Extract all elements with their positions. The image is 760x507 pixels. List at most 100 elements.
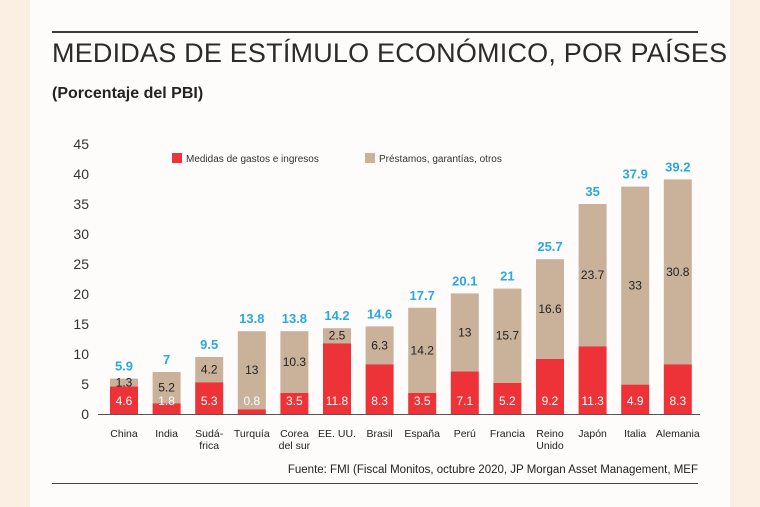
bar-gastos <box>536 358 564 414</box>
gastos-value-label: 3.5 <box>286 394 303 408</box>
gastos-value-label: 7.1 <box>456 394 473 408</box>
bar-gastos <box>578 346 607 414</box>
bar-prestamos <box>621 186 650 385</box>
legend-label-prestamos: Préstamos, garantías, otros <box>379 154 502 165</box>
x-category-label: Reino <box>536 428 564 440</box>
prestamos-value-label: 2.5 <box>329 329 346 343</box>
y-tick-label: 25 <box>73 256 89 272</box>
y-tick-label: 35 <box>73 196 89 212</box>
bar-prestamos <box>450 293 479 372</box>
legend-swatch-gastos <box>172 153 182 163</box>
x-category-label: India <box>155 428 178 440</box>
prestamos-value-label: 30.8 <box>666 265 690 279</box>
y-tick-label: 20 <box>73 286 89 302</box>
x-category-label: Alemania <box>656 428 700 440</box>
x-category-label: España <box>404 428 440 440</box>
x-category-label: Francia <box>490 428 525 440</box>
bar-gastos <box>152 403 181 414</box>
bar-gastos <box>280 393 309 414</box>
prestamos-value-label: 5.2 <box>158 381 175 395</box>
total-value-label: 35 <box>585 184 599 199</box>
bar-gastos <box>621 384 650 414</box>
x-category-label: frica <box>199 440 219 452</box>
total-value-label: 37.9 <box>623 167 648 182</box>
total-value-label: 14.6 <box>367 306 392 321</box>
gastos-value-label: 11.8 <box>326 394 349 408</box>
chart-title: MEDIDAS DE ESTÍMULO ECONÓMICO, POR PAÍSE… <box>52 38 728 68</box>
bar-prestamos <box>280 331 309 393</box>
x-category-label: Brasil <box>366 428 392 440</box>
prestamos-value-label: 33 <box>629 279 643 293</box>
legend-swatch-prestamos <box>365 153 375 163</box>
y-tick-label: 5 <box>81 376 89 392</box>
bar-prestamos <box>365 326 394 365</box>
x-category-label: Sudá- <box>195 428 224 440</box>
prestamos-value-label: 13 <box>458 325 472 339</box>
gastos-value-label: 1.8 <box>158 394 175 408</box>
x-category-label: Italia <box>624 428 646 440</box>
prestamos-value-label: 13 <box>245 363 259 377</box>
x-category-label: del sur <box>279 440 311 452</box>
prestamos-value-label: 15.7 <box>496 329 520 343</box>
bar-gastos <box>195 382 224 414</box>
bar-gastos <box>663 364 692 414</box>
gastos-value-label: 8.3 <box>669 394 686 408</box>
total-value-label: 13.8 <box>282 311 307 326</box>
bar-gastos <box>408 393 437 414</box>
total-value-label: 7 <box>163 352 170 367</box>
prestamos-value-label: 6.3 <box>371 338 388 352</box>
prestamos-value-label: 10.3 <box>283 355 307 369</box>
prestamos-value-label: 4.2 <box>201 363 218 377</box>
chart-subtitle: (Porcentaje del PBI) <box>52 85 204 102</box>
source-note: Fuente: FMI (Fiscal Monitos, octubre 202… <box>288 464 698 476</box>
y-tick-label: 15 <box>73 316 89 332</box>
total-value-label: 20.1 <box>452 273 477 288</box>
chart-card <box>30 0 730 507</box>
bar-gastos <box>450 371 479 414</box>
total-value-label: 13.8 <box>239 311 264 326</box>
gastos-value-label: 3.5 <box>414 394 431 408</box>
bar-gastos <box>365 364 394 414</box>
bar-gastos <box>323 343 351 414</box>
total-value-label: 5.9 <box>115 359 133 374</box>
y-tick-label: 45 <box>73 136 89 152</box>
bar-prestamos <box>195 357 224 383</box>
legend-label-gastos: Medidas de gastos e ingresos <box>186 154 319 165</box>
y-tick-label: 0 <box>81 406 89 422</box>
bar-prestamos <box>536 259 564 359</box>
bar-prestamos <box>408 307 437 393</box>
y-tick-label: 40 <box>73 166 89 182</box>
bar-gastos <box>110 386 138 414</box>
bar-gastos <box>237 409 266 414</box>
bottom-rule <box>52 483 698 484</box>
bar-prestamos <box>152 372 181 404</box>
bar-prestamos <box>323 328 351 344</box>
bar-gastos <box>493 382 522 414</box>
total-value-label: 14.2 <box>324 308 349 323</box>
prestamos-value-label: 14.2 <box>411 343 435 357</box>
gastos-value-label: 11.3 <box>581 394 604 408</box>
y-tick-label: 10 <box>73 346 89 362</box>
x-category-label: Unido <box>536 440 564 452</box>
bar-prestamos <box>110 378 138 387</box>
total-value-label: 25.7 <box>537 239 562 254</box>
prestamos-value-label: 16.6 <box>538 302 562 316</box>
y-tick-label: 30 <box>73 226 89 242</box>
total-value-label: 21 <box>500 269 514 284</box>
gastos-value-label: 4.9 <box>627 394 644 408</box>
gastos-value-label: 9.2 <box>542 394 559 408</box>
bar-prestamos <box>578 204 607 347</box>
gastos-value-label: 5.3 <box>201 394 218 408</box>
x-category-label: China <box>110 428 138 440</box>
x-category-label: Turquía <box>234 428 270 440</box>
bar-prestamos <box>493 288 522 383</box>
total-value-label: 39.2 <box>665 159 690 174</box>
x-category-label: Japón <box>578 428 607 440</box>
top-rule <box>52 31 698 33</box>
x-category-label: Corea <box>280 428 309 440</box>
gastos-value-label: 5.2 <box>499 394 516 408</box>
prestamos-value-label: 1.3 <box>116 376 133 390</box>
bar-prestamos <box>663 179 692 365</box>
gastos-value-label: 8.3 <box>371 394 388 408</box>
